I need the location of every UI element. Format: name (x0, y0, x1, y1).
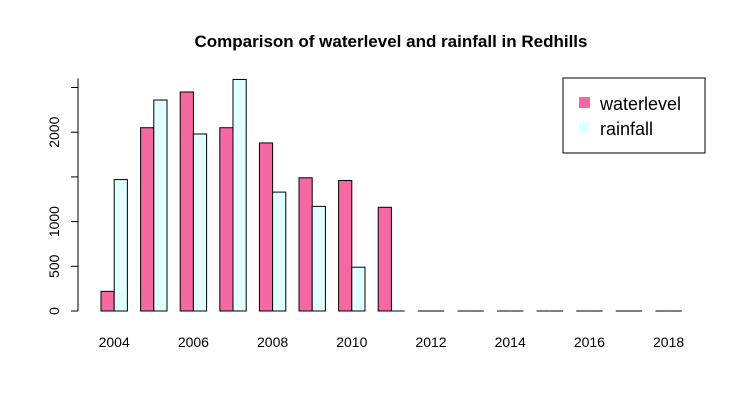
bars (100, 78, 682, 312)
bar-waterlevel-2009 (298, 177, 313, 312)
bar-rainfall-2005 (153, 99, 168, 312)
x-tick-label: 2014 (495, 334, 526, 350)
bar-rainfall-2008 (272, 191, 287, 312)
bar-waterlevel-2006 (179, 91, 194, 312)
bar-waterlevel-2004 (100, 290, 115, 312)
bar-waterlevel-2007 (219, 127, 234, 312)
x-tick-label: 2018 (653, 334, 684, 350)
legend-box (562, 77, 706, 154)
x-tick-label: 2010 (336, 334, 367, 350)
bar-waterlevel-2011 (377, 206, 392, 312)
legend-swatch-rainfall (579, 122, 590, 133)
y-axis: 0 500 1000 2000 (46, 78, 79, 315)
bar-rainfall-2007 (232, 78, 247, 312)
bar-rainfall-2004 (113, 179, 128, 312)
x-tick-label: 2008 (257, 334, 288, 350)
bar-rainfall-2006 (192, 133, 208, 312)
legend-label-rainfall: rainfall (600, 119, 653, 139)
y-tick-label: 2000 (46, 116, 62, 147)
x-axis: 2004 2006 2008 2010 2012 2014 2016 2018 (99, 334, 685, 350)
bar-waterlevel-2008 (258, 142, 274, 312)
x-tick-label: 2004 (99, 334, 130, 350)
y-tick-label: 1000 (46, 206, 62, 237)
legend-swatch-waterlevel (579, 97, 590, 108)
chart-title: Comparison of waterlevel and rainfall in… (195, 32, 588, 51)
legend: waterlevel rainfall (562, 77, 706, 154)
y-tick-label: 0 (46, 307, 62, 315)
bar-rainfall-2010 (351, 266, 366, 312)
bar-rainfall-2009 (311, 205, 326, 312)
x-tick-label: 2016 (574, 334, 605, 350)
y-tick-label: 500 (46, 254, 62, 278)
x-tick-label: 2006 (178, 334, 209, 350)
bar-waterlevel-2010 (338, 179, 353, 312)
legend-label-waterlevel: waterlevel (599, 94, 681, 114)
x-tick-label: 2012 (415, 334, 446, 350)
bar-waterlevel-2005 (140, 127, 155, 312)
